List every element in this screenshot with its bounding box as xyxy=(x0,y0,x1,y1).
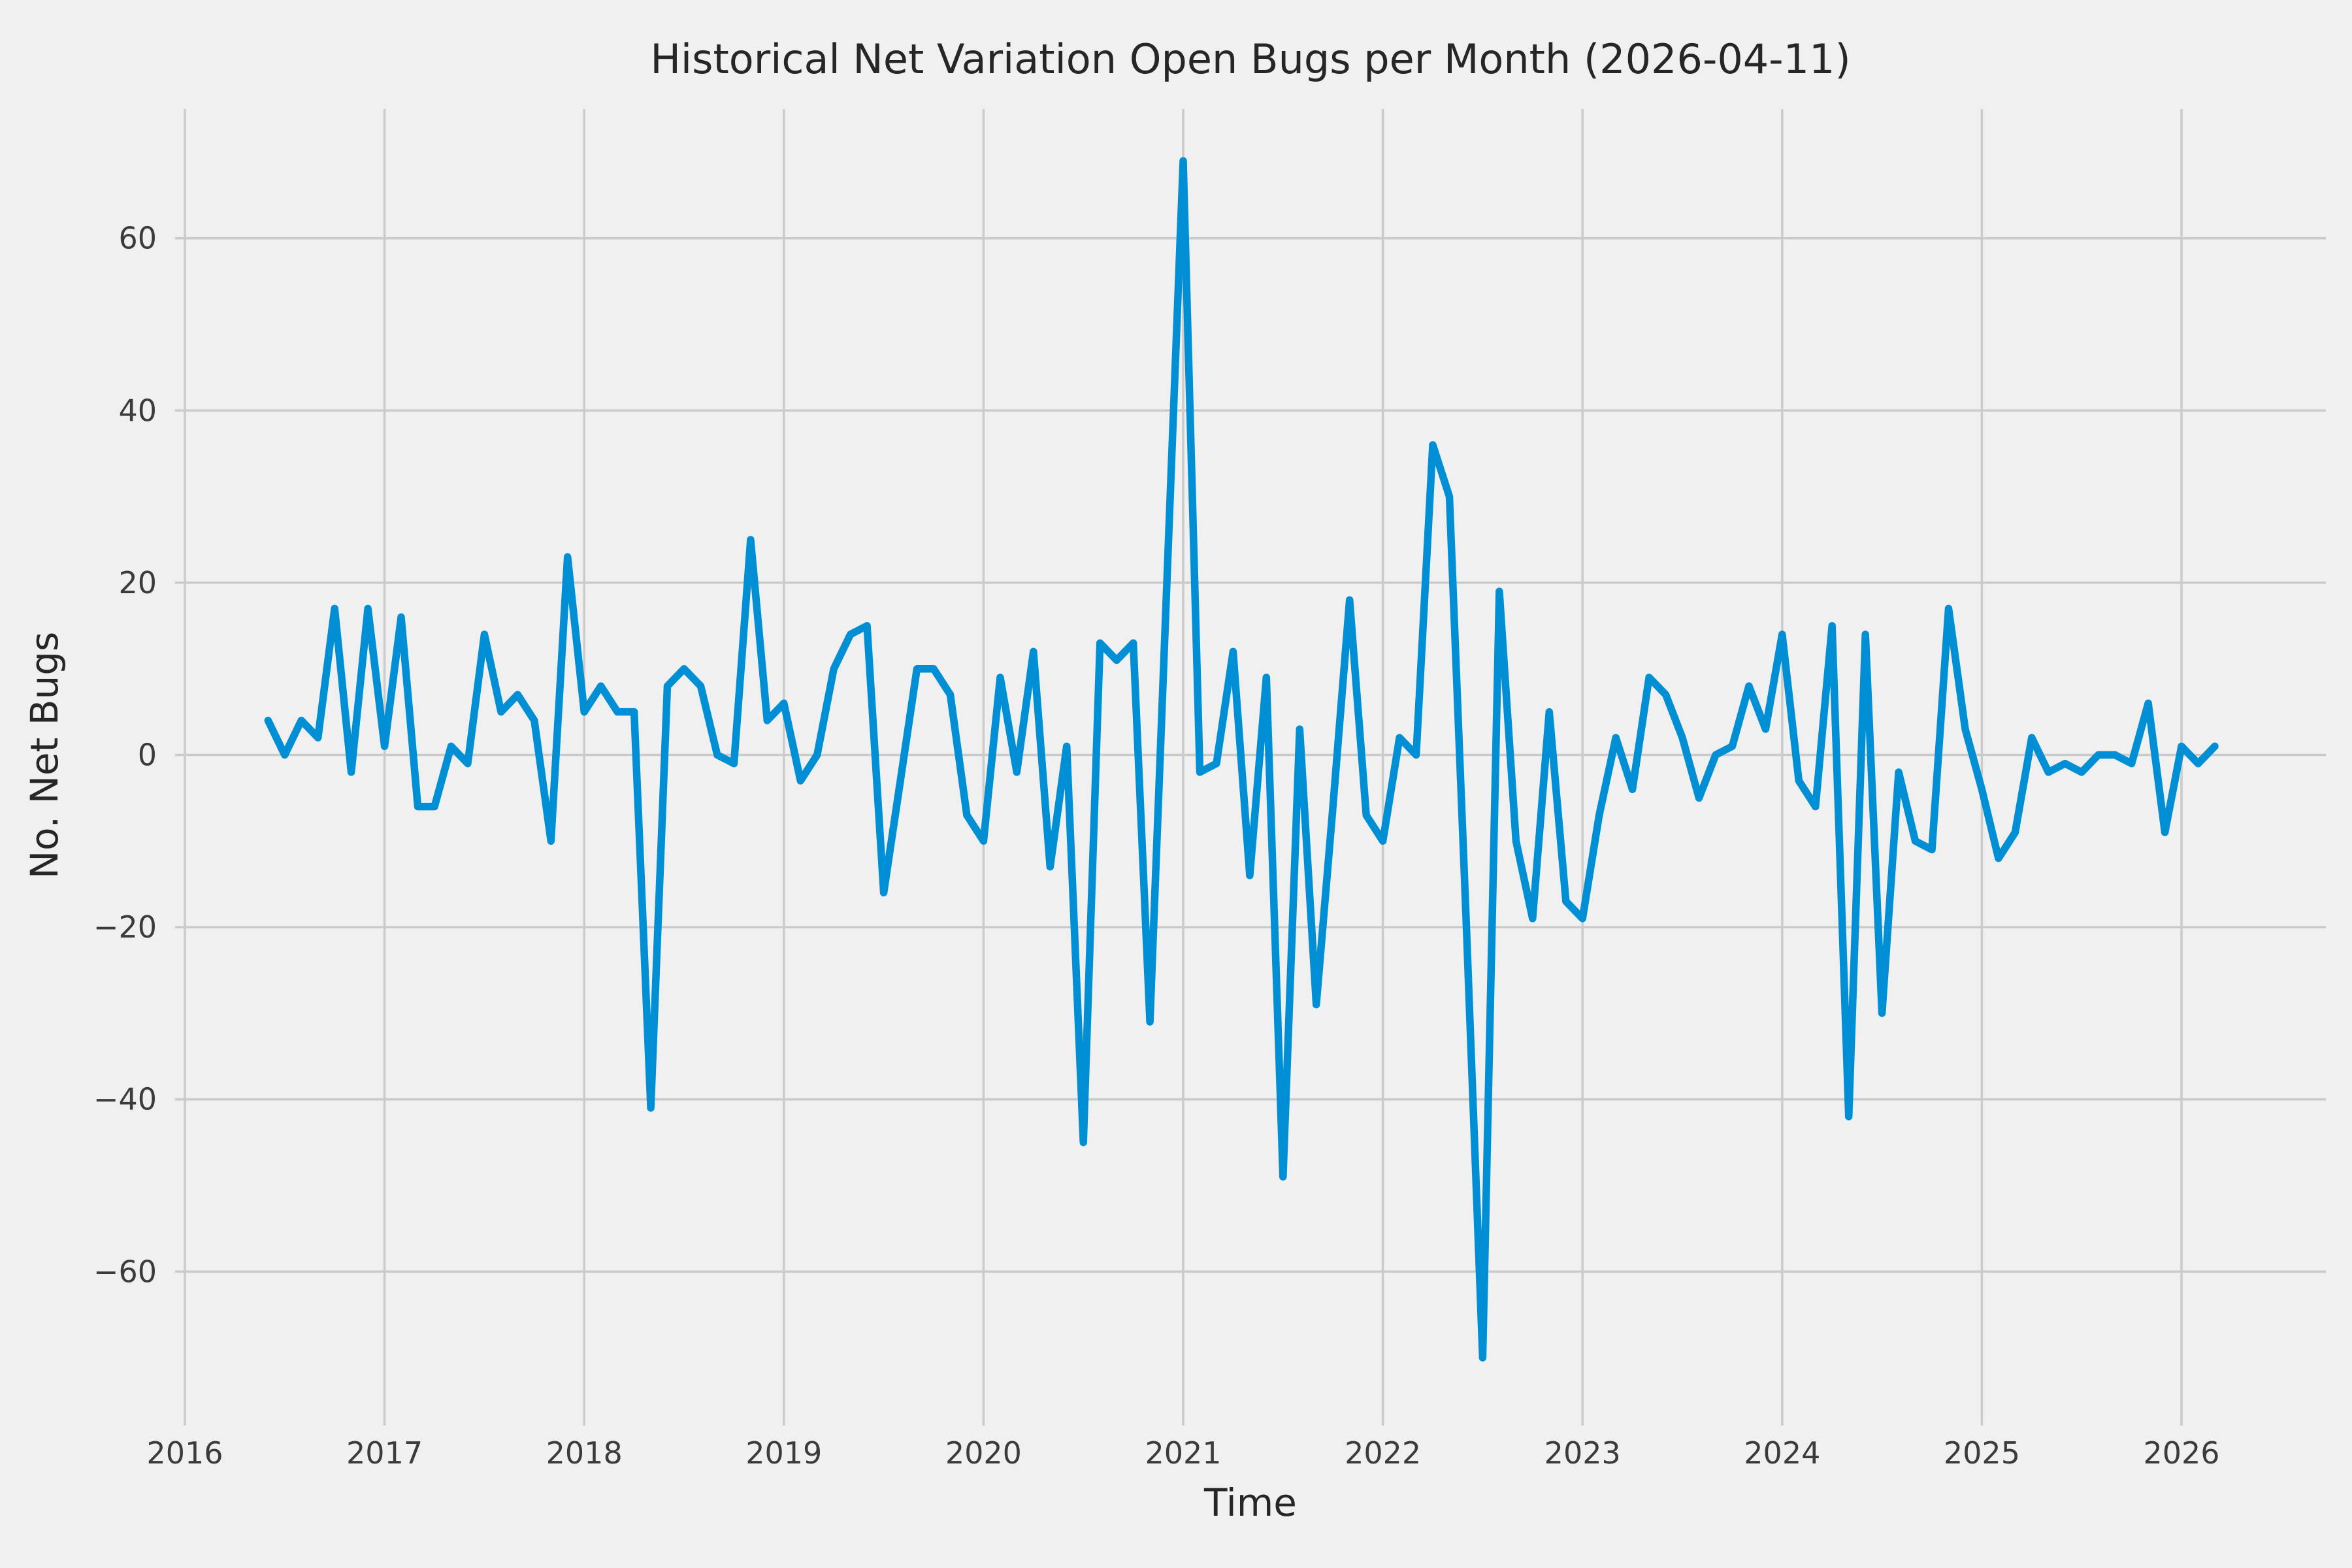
y-axis-label: No. Net Bugs xyxy=(22,632,67,879)
data-series xyxy=(264,157,2219,1362)
y-tick-label: 40 xyxy=(118,393,157,428)
x-tick-label: 2017 xyxy=(346,1435,423,1471)
gridlines xyxy=(175,109,2326,1426)
x-tick-label: 2025 xyxy=(1944,1435,2020,1471)
y-tick-label: −60 xyxy=(93,1254,157,1289)
tick-labels: −60 −40 −20 0 20 40 60 2016 2017 2018 2019 2020 2021… xyxy=(93,221,2220,1471)
x-tick-label: 2024 xyxy=(1744,1435,1820,1471)
x-tick-label: 2020 xyxy=(945,1435,1022,1471)
x-tick-label: 2021 xyxy=(1145,1435,1221,1471)
y-tick-label: 0 xyxy=(138,738,157,773)
y-tick-label: 20 xyxy=(118,565,157,600)
x-tick-label: 2023 xyxy=(1544,1435,1621,1471)
x-tick-label: 2016 xyxy=(146,1435,223,1471)
y-tick-label: −20 xyxy=(93,909,157,945)
x-tick-label: 2019 xyxy=(745,1435,822,1471)
x-tick-label: 2018 xyxy=(546,1435,623,1471)
chart-title: Historical Net Variation Open Bugs per M… xyxy=(650,35,1850,83)
series-line xyxy=(264,157,2219,1362)
y-tick-label: −40 xyxy=(93,1082,157,1117)
x-tick-label: 2026 xyxy=(2144,1435,2220,1471)
x-axis-label: Time xyxy=(1203,1480,1297,1525)
x-tick-label: 2022 xyxy=(1345,1435,1421,1471)
y-tick-label: 60 xyxy=(118,221,157,256)
